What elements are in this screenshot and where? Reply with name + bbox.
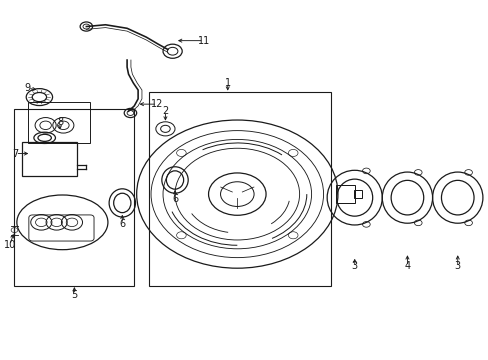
Bar: [148, 92, 330, 286]
Text: 3: 3: [351, 261, 357, 271]
Text: 10: 10: [3, 240, 16, 250]
Text: 12: 12: [151, 99, 163, 109]
Text: 1: 1: [224, 78, 230, 88]
Text: 6: 6: [172, 194, 178, 204]
Text: 9: 9: [25, 83, 31, 93]
Bar: [353, 190, 362, 198]
Bar: [335, 185, 354, 203]
Text: 4: 4: [404, 261, 409, 271]
Text: 8: 8: [57, 117, 63, 127]
Text: 2: 2: [162, 106, 168, 116]
Bar: [22, 142, 77, 176]
Bar: [15, 109, 134, 286]
Text: 7: 7: [12, 149, 19, 158]
Text: 3: 3: [454, 261, 460, 271]
Text: 11: 11: [197, 36, 209, 46]
Bar: [28, 102, 90, 143]
Text: 6: 6: [119, 219, 125, 229]
Text: 5: 5: [71, 290, 77, 300]
